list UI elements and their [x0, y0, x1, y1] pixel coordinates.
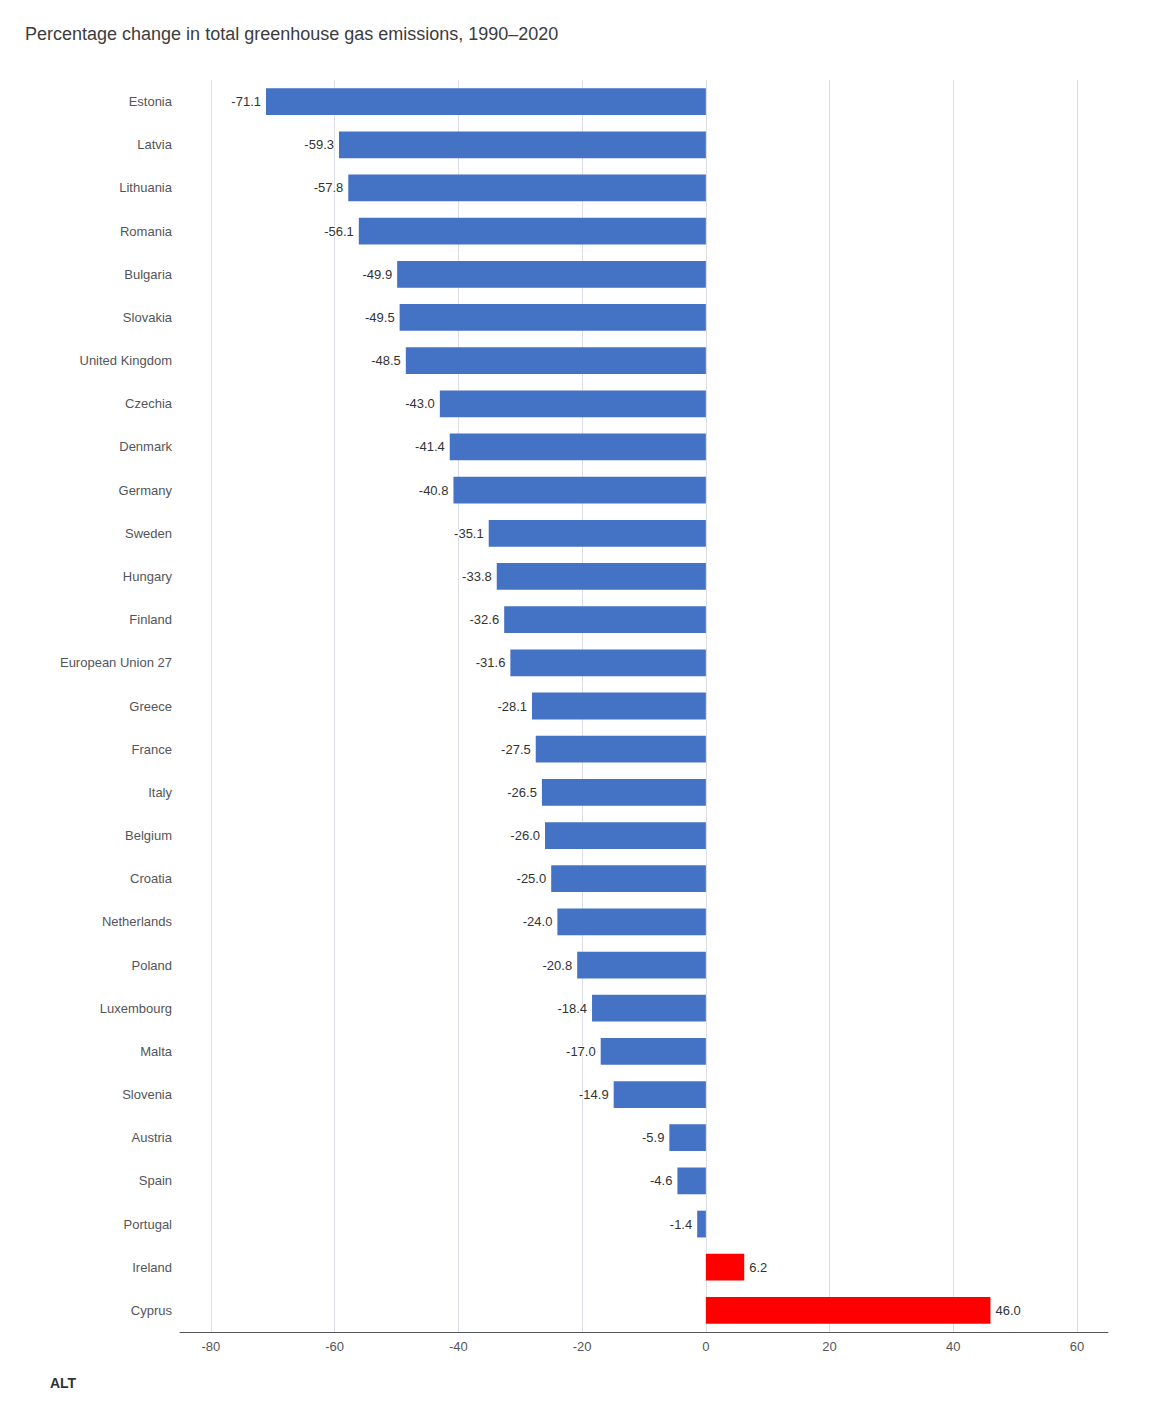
svg-text:-1.4: -1.4 — [670, 1217, 692, 1232]
svg-text:Croatia: Croatia — [130, 871, 173, 886]
svg-text:Romania: Romania — [120, 224, 173, 239]
svg-text:0: 0 — [702, 1339, 709, 1354]
svg-text:-41.4: -41.4 — [415, 439, 445, 454]
svg-text:Austria: Austria — [132, 1130, 173, 1145]
svg-text:-28.1: -28.1 — [497, 699, 527, 714]
svg-text:20: 20 — [822, 1339, 836, 1354]
svg-text:-20.8: -20.8 — [543, 958, 573, 973]
svg-text:Slovenia: Slovenia — [122, 1087, 173, 1102]
svg-text:Portugal: Portugal — [124, 1217, 173, 1232]
svg-text:-40: -40 — [449, 1339, 468, 1354]
svg-text:40: 40 — [946, 1339, 960, 1354]
svg-text:-71.1: -71.1 — [231, 94, 261, 109]
svg-text:-24.0: -24.0 — [523, 914, 553, 929]
svg-text:Percentage change in total gre: Percentage change in total greenhouse ga… — [25, 24, 558, 44]
svg-text:Greece: Greece — [129, 699, 172, 714]
svg-text:Sweden: Sweden — [125, 526, 172, 541]
svg-text:-27.5: -27.5 — [501, 742, 531, 757]
svg-text:Slovakia: Slovakia — [123, 310, 173, 325]
svg-text:Lithuania: Lithuania — [119, 180, 173, 195]
svg-text:European Union 27: European Union 27 — [60, 655, 172, 670]
svg-text:Estonia: Estonia — [129, 94, 173, 109]
svg-text:-43.0: -43.0 — [405, 396, 435, 411]
svg-text:-5.9: -5.9 — [642, 1130, 664, 1145]
svg-text:-18.4: -18.4 — [557, 1001, 587, 1016]
svg-text:Spain: Spain — [139, 1173, 172, 1188]
svg-text:60: 60 — [1070, 1339, 1084, 1354]
svg-text:-17.0: -17.0 — [566, 1044, 596, 1059]
svg-text:-49.5: -49.5 — [365, 310, 395, 325]
svg-text:6.2: 6.2 — [749, 1260, 767, 1275]
svg-text:Netherlands: Netherlands — [102, 914, 173, 929]
svg-text:ALT: ALT — [50, 1375, 77, 1391]
svg-text:-20: -20 — [573, 1339, 592, 1354]
svg-text:Latvia: Latvia — [137, 137, 172, 152]
svg-text:Czechia: Czechia — [125, 396, 173, 411]
svg-text:-49.9: -49.9 — [363, 267, 393, 282]
svg-text:Poland: Poland — [132, 958, 172, 973]
svg-text:Cyprus: Cyprus — [131, 1303, 173, 1318]
svg-text:Ireland: Ireland — [132, 1260, 172, 1275]
svg-text:-40.8: -40.8 — [419, 483, 449, 498]
svg-text:-56.1: -56.1 — [324, 224, 354, 239]
svg-text:46.0: 46.0 — [995, 1303, 1020, 1318]
svg-text:-48.5: -48.5 — [371, 353, 401, 368]
svg-text:Malta: Malta — [140, 1044, 173, 1059]
svg-text:-60: -60 — [325, 1339, 344, 1354]
svg-text:Italy: Italy — [148, 785, 172, 800]
svg-text:Hungary: Hungary — [123, 569, 173, 584]
svg-text:-57.8: -57.8 — [314, 180, 344, 195]
svg-text:-80: -80 — [202, 1339, 221, 1354]
svg-text:-35.1: -35.1 — [454, 526, 484, 541]
svg-text:Finland: Finland — [129, 612, 172, 627]
svg-text:-33.8: -33.8 — [462, 569, 492, 584]
svg-text:Belgium: Belgium — [125, 828, 172, 843]
svg-text:-26.0: -26.0 — [510, 828, 540, 843]
svg-text:Germany: Germany — [119, 483, 173, 498]
svg-text:-31.6: -31.6 — [476, 655, 506, 670]
svg-text:France: France — [132, 742, 172, 757]
svg-text:-26.5: -26.5 — [507, 785, 537, 800]
svg-text:-14.9: -14.9 — [579, 1087, 609, 1102]
svg-text:Denmark: Denmark — [119, 439, 172, 454]
svg-text:Bulgaria: Bulgaria — [124, 267, 172, 282]
svg-text:Luxembourg: Luxembourg — [100, 1001, 172, 1016]
svg-text:-32.6: -32.6 — [470, 612, 500, 627]
svg-text:-59.3: -59.3 — [304, 137, 334, 152]
svg-text:-4.6: -4.6 — [650, 1173, 672, 1188]
svg-text:-25.0: -25.0 — [517, 871, 547, 886]
svg-text:United Kingdom: United Kingdom — [80, 353, 173, 368]
